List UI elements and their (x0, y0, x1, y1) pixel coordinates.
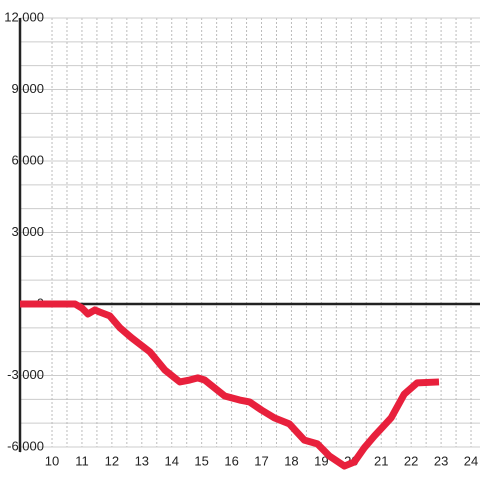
x-tick-label: 19 (314, 453, 328, 468)
y-tick-label: 12,000 (4, 9, 44, 24)
x-tick-label: 12 (105, 453, 119, 468)
x-tick-label: 21 (374, 453, 388, 468)
x-tick-label: 18 (284, 453, 298, 468)
x-tick-label: 14 (165, 453, 179, 468)
y-tick-label: -3,000 (7, 367, 44, 382)
y-tick-label: 9,000 (11, 81, 44, 96)
x-tick-label: 13 (135, 453, 149, 468)
x-tick-label: 10 (45, 453, 59, 468)
x-tick-label: 16 (224, 453, 238, 468)
data-line (20, 300, 440, 470)
x-tick-label: 23 (434, 453, 448, 468)
y-tick-label: 6,000 (11, 152, 44, 167)
y-tick-label: 3,000 (11, 224, 44, 239)
x-tick-label: 17 (254, 453, 268, 468)
x-tick-label: 22 (404, 453, 418, 468)
x-tick-label: 15 (194, 453, 208, 468)
x-tick-label: 24 (464, 453, 478, 468)
y-tick-label: -6,000 (7, 438, 44, 453)
x-tick-label: 11 (75, 453, 89, 468)
